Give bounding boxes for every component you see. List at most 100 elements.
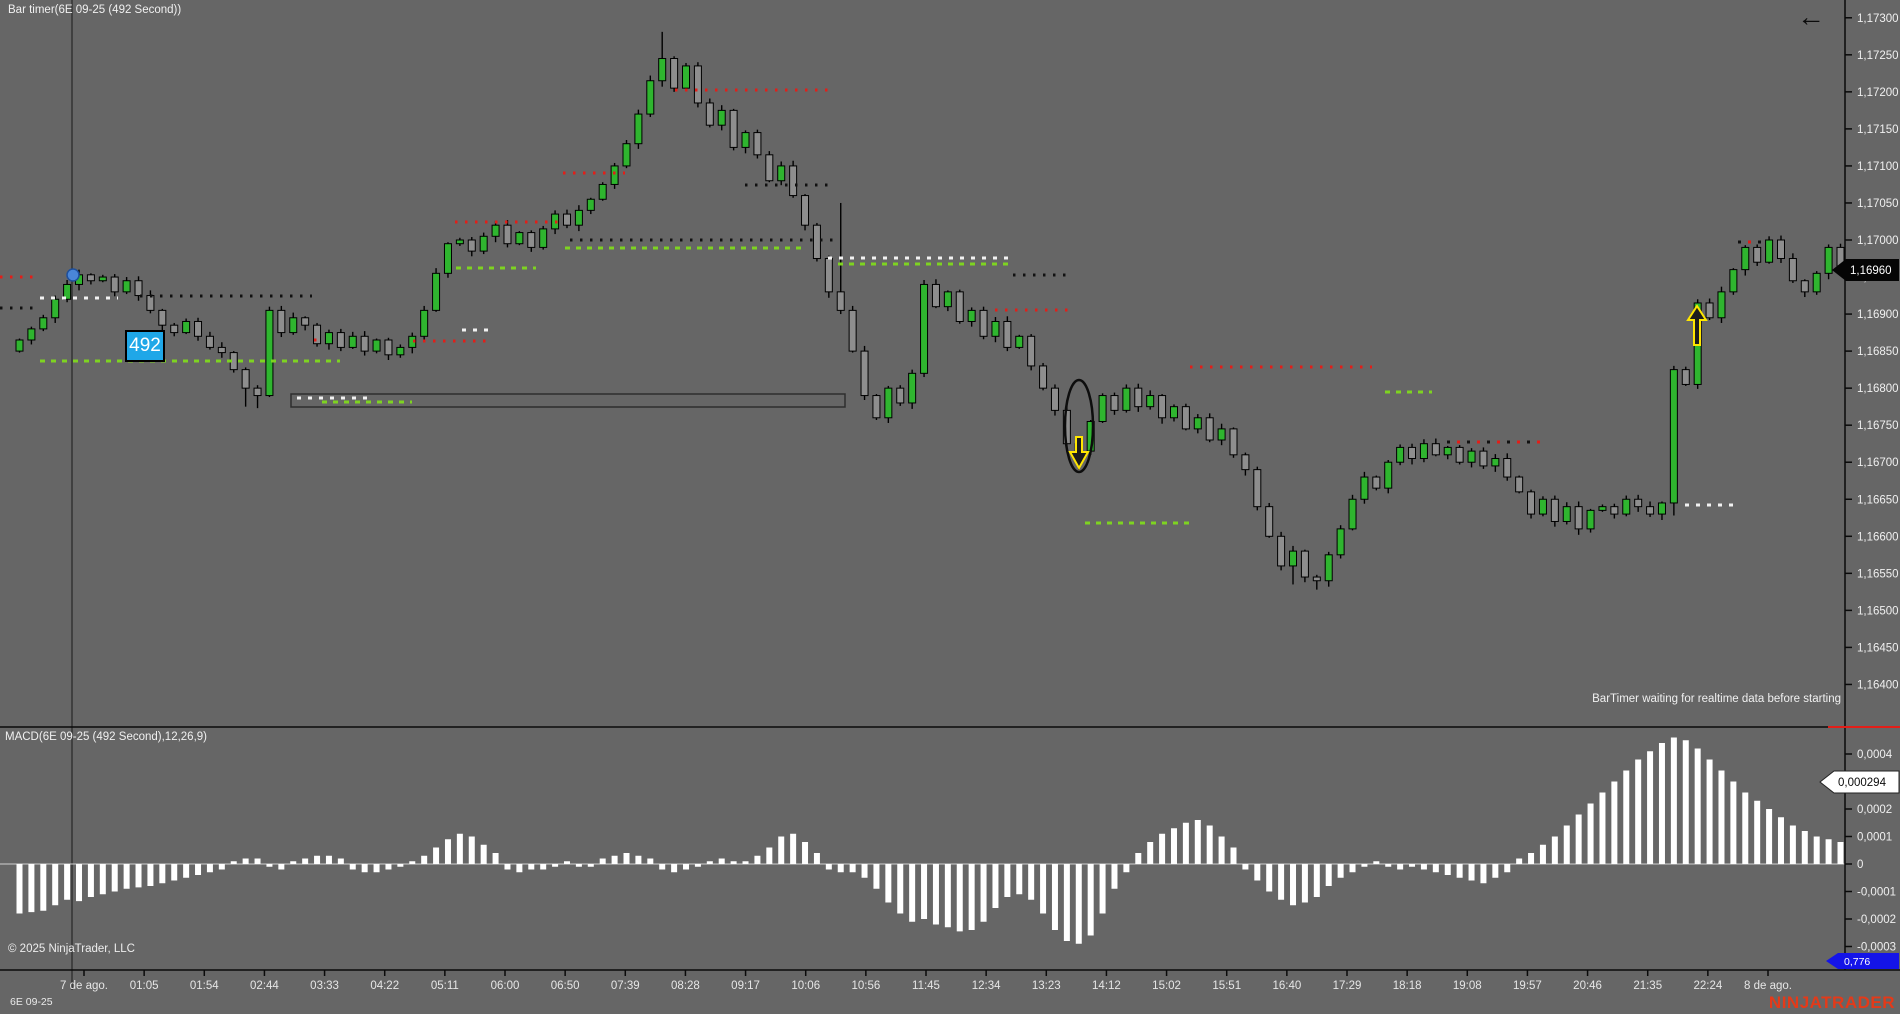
candle <box>1122 387 1131 411</box>
time-axis-label: 15:51 <box>1212 980 1241 992</box>
candle <box>1312 576 1321 582</box>
macd-bar <box>623 853 630 864</box>
macd-bar <box>409 861 416 864</box>
macd-bar <box>1575 814 1582 864</box>
candle <box>527 232 536 248</box>
time-axis-label: 18:18 <box>1393 980 1422 992</box>
time-axis-label: 02:44 <box>250 980 279 992</box>
time-axis-label: 08:28 <box>671 980 700 992</box>
candle <box>931 283 940 308</box>
macd-bar <box>1373 861 1380 864</box>
candle <box>1634 498 1643 508</box>
candle <box>1027 335 1036 367</box>
price-axis-label: 1,16400 <box>1857 679 1899 691</box>
macd-bar <box>1682 740 1689 864</box>
candle <box>979 309 988 337</box>
candle <box>943 291 952 308</box>
macd-bar <box>897 864 904 914</box>
candle <box>765 154 774 182</box>
macd-bar <box>1480 864 1487 884</box>
price-axis-label: 1,16750 <box>1857 420 1899 432</box>
candle <box>1515 476 1524 493</box>
macd-bar <box>1278 864 1285 900</box>
macd-panel[interactable] <box>0 737 1845 944</box>
macd-bar <box>1325 864 1332 886</box>
macd-histogram <box>16 737 1844 944</box>
candle <box>1289 550 1298 567</box>
macd-bar <box>1754 800 1761 864</box>
price-panel[interactable] <box>0 0 1845 990</box>
bartimer-status-text: BarTimer waiting for realtime data befor… <box>1592 693 1841 705</box>
candle <box>1039 365 1048 389</box>
candle <box>384 339 393 356</box>
time-axis[interactable]: 7 de ago. 01:05 01:54 02:44 03:33 04:22 05:11 0… <box>0 969 1900 992</box>
candle <box>801 195 810 226</box>
macd-bar <box>1551 836 1558 864</box>
macd-bar <box>361 864 368 873</box>
rectangle-annotation[interactable] <box>290 393 846 408</box>
candle <box>1657 502 1666 515</box>
candle <box>265 309 274 397</box>
candle <box>1205 417 1214 441</box>
candle <box>955 291 964 322</box>
candle <box>1586 509 1595 530</box>
macd-bar <box>1563 825 1570 864</box>
candle <box>1717 291 1726 319</box>
candle <box>1110 395 1119 411</box>
ninjatrader-logo: NINJATRADER <box>1768 993 1895 1012</box>
svg-text:0,000294: 0,000294 <box>1838 777 1887 789</box>
macd-bar <box>1587 803 1594 864</box>
macd-bar <box>99 864 106 895</box>
up-arrow-marker[interactable] <box>1686 304 1708 346</box>
ellipse-annotation[interactable] <box>1063 378 1095 474</box>
macd-bar <box>516 864 523 873</box>
time-axis-label: 10:06 <box>791 980 820 992</box>
macd-bar <box>1623 770 1630 864</box>
time-axis-label: 04:22 <box>370 980 399 992</box>
candle <box>634 113 643 145</box>
price-axis[interactable]: 1,17300 1,17250 1,17200 1,17150 1,17100 1,170… <box>1844 0 1899 970</box>
candle <box>515 232 524 245</box>
candle <box>134 280 143 297</box>
candle <box>693 65 702 104</box>
candle <box>1527 491 1536 515</box>
time-axis-label: 05:11 <box>431 980 459 992</box>
candle <box>301 317 310 326</box>
candle <box>1193 417 1202 430</box>
macd-bar <box>932 864 939 925</box>
macd-bar <box>16 864 23 914</box>
macd-bar <box>480 844 487 864</box>
candle <box>836 291 845 311</box>
candle <box>1241 454 1250 471</box>
candle <box>1729 269 1738 293</box>
macd-bar <box>587 864 594 867</box>
candle <box>717 109 726 126</box>
price-axis-label: 1,17250 <box>1857 50 1899 62</box>
candle <box>1419 443 1428 460</box>
macd-bar <box>861 864 868 878</box>
candle <box>1550 498 1559 522</box>
macd-bar <box>1468 864 1475 881</box>
candle <box>491 224 500 237</box>
macd-axis-label: 0 <box>1857 859 1863 871</box>
macd-axis-label: -0,0003 <box>1857 942 1896 954</box>
selection-dot[interactable] <box>66 268 80 282</box>
back-arrow-icon[interactable]: ← <box>1797 1 1825 32</box>
instrument-tab[interactable]: 6E 09-25 <box>10 996 53 1008</box>
down-arrow-marker[interactable] <box>1068 436 1090 471</box>
macd-bar <box>230 861 237 864</box>
candle <box>622 143 631 167</box>
svg-text:0,776: 0,776 <box>1844 956 1870 968</box>
candle <box>1562 506 1571 522</box>
macd-bar <box>742 861 749 864</box>
candle <box>324 332 333 345</box>
macd-bar <box>1040 864 1047 914</box>
macd-bar <box>123 864 130 889</box>
candle <box>1348 498 1357 530</box>
macd-bar <box>1539 844 1546 864</box>
candle <box>503 224 512 245</box>
candle <box>920 283 929 374</box>
candle <box>396 346 405 356</box>
candle <box>646 80 655 115</box>
